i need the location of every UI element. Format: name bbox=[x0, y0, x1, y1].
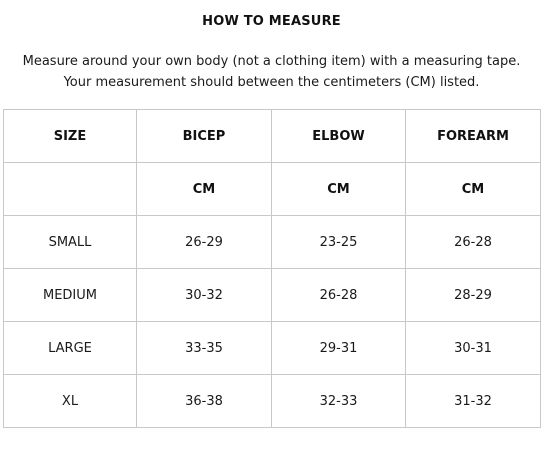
elbow-value: 32-33 bbox=[271, 374, 406, 428]
elbow-value: 23-25 bbox=[271, 215, 406, 269]
table-row: SMALL 26-29 23-25 26-28 bbox=[3, 215, 541, 269]
page-title: HOW TO MEASURE bbox=[202, 14, 341, 29]
header-row: SIZE BICEP ELBOW FOREARM bbox=[3, 109, 541, 163]
instructions-line-1: Measure around your own body (not a clot… bbox=[22, 54, 521, 69]
header-elbow: ELBOW bbox=[271, 109, 406, 163]
elbow-value: 26-28 bbox=[271, 268, 406, 322]
instructions-line-2: Your measurement should between the cent… bbox=[63, 75, 480, 90]
unit-bicep: CM bbox=[136, 162, 272, 216]
header-bicep: BICEP bbox=[136, 109, 272, 163]
size-name: XL bbox=[3, 374, 137, 428]
size-name: LARGE bbox=[3, 321, 137, 375]
forearm-value: 28-29 bbox=[405, 268, 541, 322]
elbow-value: 29-31 bbox=[271, 321, 406, 375]
header-forearm: FOREARM bbox=[405, 109, 541, 163]
unit-elbow: CM bbox=[271, 162, 406, 216]
measure-instructions: Measure around your own body (not a clot… bbox=[0, 51, 543, 93]
size-name: SMALL bbox=[3, 215, 137, 269]
bicep-value: 30-32 bbox=[136, 268, 272, 322]
bicep-value: 33-35 bbox=[136, 321, 272, 375]
table-row: LARGE 33-35 29-31 30-31 bbox=[3, 321, 541, 375]
forearm-value: 30-31 bbox=[405, 321, 541, 375]
header-size: SIZE bbox=[3, 109, 137, 163]
bicep-value: 26-29 bbox=[136, 215, 272, 269]
forearm-value: 26-28 bbox=[405, 215, 541, 269]
unit-row: CM CM CM bbox=[3, 162, 541, 216]
forearm-value: 31-32 bbox=[405, 374, 541, 428]
size-chart-table: SIZE BICEP ELBOW FOREARM CM CM CM SMALL … bbox=[3, 109, 541, 428]
size-name: MEDIUM bbox=[3, 268, 137, 322]
table-row: MEDIUM 30-32 26-28 28-29 bbox=[3, 268, 541, 322]
unit-forearm: CM bbox=[405, 162, 541, 216]
table-row: XL 36-38 32-33 31-32 bbox=[3, 374, 541, 428]
unit-size bbox=[3, 162, 137, 216]
bicep-value: 36-38 bbox=[136, 374, 272, 428]
